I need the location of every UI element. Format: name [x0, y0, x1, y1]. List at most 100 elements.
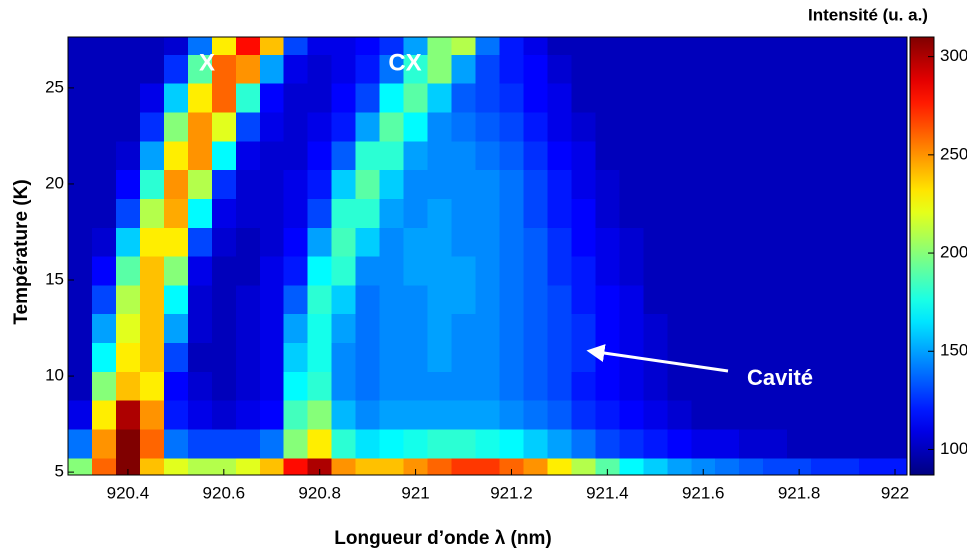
- heatmap-cell: [451, 54, 477, 84]
- heatmap-cell: [307, 227, 333, 257]
- heatmap-cell: [667, 227, 692, 257]
- heatmap-cell: [571, 37, 596, 55]
- heatmap-cell: [643, 428, 668, 459]
- heatmap-cell: [547, 313, 572, 344]
- heatmap-cell: [331, 169, 357, 199]
- heatmap-cell: [787, 111, 812, 142]
- heatmap-cell: [235, 54, 261, 84]
- heatmap-cell: [379, 198, 405, 228]
- heatmap-cell: [331, 227, 357, 257]
- heatmap-cell: [691, 54, 716, 84]
- heatmap-cell: [451, 457, 477, 475]
- colorbar-label: Intensité (u. a.): [808, 5, 928, 24]
- heatmap-cell: [667, 313, 692, 344]
- heatmap-cell: [235, 83, 261, 113]
- heatmap-cell: [283, 140, 309, 171]
- heatmap-cell: [91, 54, 117, 84]
- heatmap-cell: [523, 111, 549, 142]
- heatmap-cell: [595, 37, 620, 55]
- heatmap-cell: [355, 83, 381, 113]
- heatmap-cell: [307, 342, 333, 372]
- heatmap-cell: [475, 428, 501, 459]
- heatmap-cell: [739, 198, 764, 228]
- heatmap-cell: [427, 169, 453, 199]
- heatmap-cell: [619, 111, 644, 142]
- heatmap-cell: [763, 256, 788, 286]
- heatmap-cell: [739, 284, 764, 315]
- x-tick-label: 921: [401, 483, 429, 502]
- heatmap-cell: [715, 111, 740, 142]
- heatmap-cell: [355, 140, 381, 171]
- heatmap-cell: [451, 83, 477, 113]
- heatmap-cell: [763, 37, 788, 55]
- heatmap-cell: [403, 227, 429, 257]
- heatmap-cell: [91, 198, 117, 228]
- heatmap-cell: [115, 428, 141, 459]
- heatmap-cell: [139, 37, 165, 55]
- heatmap-cell: [475, 169, 501, 199]
- heatmap-cell: [115, 169, 141, 199]
- heatmap-cell: [259, 83, 285, 113]
- heatmap-cell: [571, 198, 596, 228]
- heatmap-cell: [667, 111, 692, 142]
- heatmap-cell: [523, 169, 549, 199]
- heatmap-cell: [235, 371, 261, 401]
- heatmap-cell: [403, 457, 429, 475]
- heatmap-cell: [307, 284, 333, 315]
- heatmap-cell: [451, 140, 477, 171]
- heatmap-cell: [68, 428, 93, 459]
- heatmap-cell: [715, 371, 740, 401]
- heatmap-cell: [379, 313, 405, 344]
- heatmap-cell: [499, 227, 525, 257]
- heatmap-cell: [403, 198, 429, 228]
- heatmap-cell: [259, 457, 285, 475]
- heatmap-cell: [763, 313, 788, 344]
- heatmap-cell: [715, 428, 740, 459]
- y-axis-label: Température (K): [11, 179, 32, 324]
- heatmap-cell: [283, 83, 309, 113]
- x-tick-label: 921.6: [682, 483, 725, 502]
- heatmap-cell: [835, 37, 860, 55]
- heatmap-cell: [595, 111, 620, 142]
- heatmap-cell: [163, 83, 189, 113]
- heatmap-cell: [763, 83, 788, 113]
- heatmap-cell: [379, 400, 405, 430]
- heatmap-cell: [547, 400, 572, 430]
- heatmap-cell: [691, 284, 716, 315]
- heatmap-cell: [883, 227, 907, 257]
- heatmap-cell: [643, 54, 668, 84]
- heatmap-cell: [427, 457, 453, 475]
- heatmap-cell: [715, 400, 740, 430]
- heatmap-cell: [811, 457, 836, 475]
- heatmap-cell: [68, 198, 93, 228]
- heatmap-cell: [835, 140, 860, 171]
- heatmap-cell: [571, 400, 596, 430]
- heatmap-cell: [691, 140, 716, 171]
- heatmap-cell: [163, 140, 189, 171]
- heatmap-cell: [595, 342, 620, 372]
- heatmap-cell: [571, 342, 596, 372]
- heatmap-cell: [643, 400, 668, 430]
- heatmap-cell: [187, 140, 213, 171]
- heatmap-cell: [499, 284, 525, 315]
- heatmap-cell: [451, 198, 477, 228]
- heatmap-cell: [451, 313, 477, 344]
- heatmap-cell: [787, 457, 812, 475]
- heatmap-cell: [163, 198, 189, 228]
- heatmap-cell: [139, 83, 165, 113]
- y-tick-label: 20: [45, 173, 64, 192]
- heatmap-cell: [715, 342, 740, 372]
- heatmap-cell: [859, 428, 884, 459]
- heatmap-cell: [667, 37, 692, 55]
- heatmap-cell: [403, 83, 429, 113]
- heatmap-cell: [355, 37, 381, 55]
- heatmap-cell: [355, 256, 381, 286]
- heatmap-cell: [379, 54, 405, 84]
- heatmap-cell: [739, 371, 764, 401]
- heatmap-cell: [691, 371, 716, 401]
- heatmap-cell: [835, 256, 860, 286]
- y-tick-label: 10: [45, 366, 64, 385]
- heatmap-cell: [475, 284, 501, 315]
- heatmap-cell: [715, 54, 740, 84]
- x-tick-label: 921.2: [490, 483, 533, 502]
